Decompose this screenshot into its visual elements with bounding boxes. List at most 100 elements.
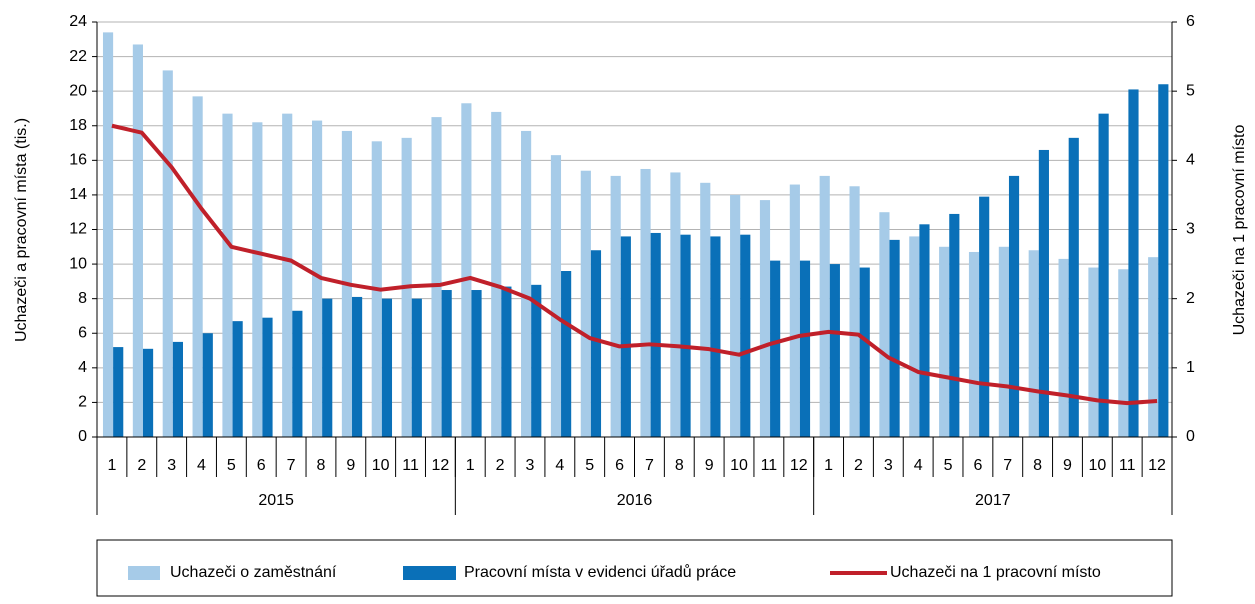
bar [879,212,890,437]
x-tick-label: 7 [645,457,654,474]
bar [650,232,661,437]
x-tick-label: 11 [402,457,419,474]
x-tick-label: 5 [585,457,594,474]
x-tick-label: 7 [1003,457,1012,474]
bar [142,348,154,437]
bar [322,298,333,437]
x-tick-label: 2 [496,457,505,474]
bar [292,310,303,437]
x-tick-label: 3 [167,457,176,474]
bar [859,267,870,437]
bar [889,239,900,437]
x-tick-label: 12 [1148,457,1166,474]
legend-swatch [403,566,456,580]
y-tick-label: 24 [69,13,87,30]
line [111,123,1158,406]
bar [1128,89,1139,437]
x-tick-label: 6 [973,457,982,474]
y-tick-label: 14 [69,186,87,203]
x-tick-label: 4 [555,457,564,474]
x-tick-label: 10 [730,457,748,474]
bar [531,284,542,437]
bar [521,130,532,437]
x-tick-label: 2 [854,457,863,474]
y-tick-label: 6 [78,324,87,341]
bar [1008,175,1020,438]
bar [939,246,950,437]
x-tick-label: 1 [824,457,833,474]
x-tick-label: 8 [1033,457,1042,474]
bar [431,117,442,438]
x-tick-label: 10 [372,457,390,474]
bar [102,32,114,437]
y-tick-label: 2 [78,394,87,411]
y-tick-label: 4 [78,359,87,376]
bar [202,333,213,437]
bar [1038,149,1049,438]
y2-tick-label: 0 [1186,428,1195,445]
bar [312,120,323,437]
bar [411,298,422,437]
bar [1148,257,1159,437]
x-tick-label: 9 [1063,457,1072,474]
bar [829,264,840,437]
x-tick-label: 8 [317,457,326,474]
bar [501,286,512,437]
bar [262,317,273,437]
bar [132,44,143,438]
x-tick-label: 6 [615,457,624,474]
y2-tick-label: 5 [1186,82,1195,99]
x-tick-label: 6 [257,457,266,474]
bar [610,175,621,438]
bar [670,172,681,437]
bar [998,246,1009,437]
bar [550,155,562,438]
bar [968,251,980,437]
bar [381,298,393,437]
bar [252,122,263,438]
x-tick-label: 1 [107,457,116,474]
bar [232,321,243,437]
bar [222,113,233,437]
bar [192,96,203,438]
legend-label: Uchazeči o zaměstnání [170,564,337,581]
y2-axis-label: Uchazeči na 1 pracovní místo [1231,125,1248,336]
x-tick-label: 3 [526,457,535,474]
bar [919,224,930,437]
bar [1068,137,1079,437]
bar [700,182,711,437]
bar [740,234,751,437]
bar [561,271,572,437]
y2-tick-label: 2 [1186,290,1195,307]
y2-tick-label: 4 [1186,152,1195,169]
bar [640,168,651,437]
x-tick-label: 12 [790,457,808,474]
y-axis-label: Uchazeči a pracovní místa (tis.) [13,118,30,342]
x-tick-label: 8 [675,457,684,474]
bar [789,184,800,437]
y-tick-label: 8 [78,290,87,307]
bar [352,296,363,437]
legend-box [96,539,1173,597]
bar [730,194,741,437]
year-label: 2015 [258,492,294,509]
x-tick-label: 5 [944,457,953,474]
legend-label: Pracovní místa v evidenci úřadů práce [464,563,736,581]
x-tick-label: 5 [227,457,236,474]
x-tick-label: 1 [466,457,475,474]
y-tick-label: 10 [69,255,87,272]
bar [620,236,631,437]
bar [1058,258,1069,437]
legend-label: Uchazeči na 1 pracovní místo [890,564,1101,581]
bar [461,103,472,437]
y2-tick-label: 1 [1186,359,1195,376]
bar [819,175,830,438]
x-tick-label: 11 [761,457,778,474]
y-tick-label: 18 [69,117,87,134]
x-tick-label: 3 [884,457,893,474]
bar [799,260,811,437]
x-tick-label: 11 [1119,457,1136,474]
x-tick-label: 4 [914,457,923,474]
bar [590,250,602,437]
